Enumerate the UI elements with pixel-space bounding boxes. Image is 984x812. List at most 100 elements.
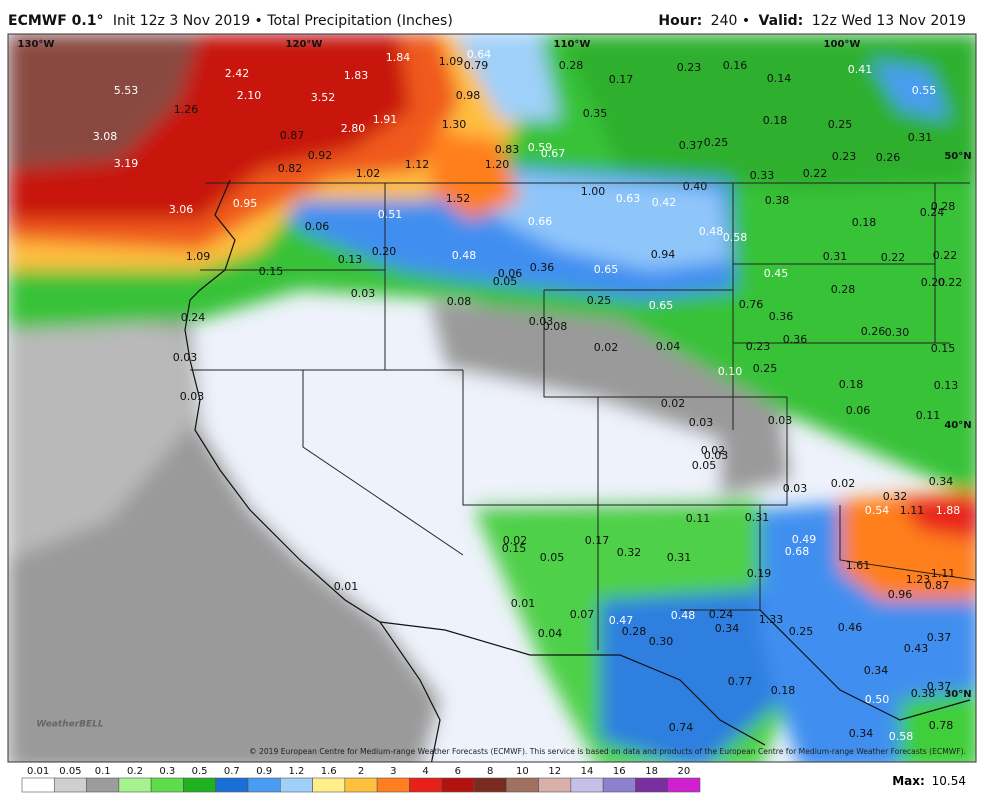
- political-borders: [184, 179, 976, 762]
- colorbar-tick-label: 2: [358, 766, 364, 777]
- colorbar-swatch: [312, 777, 346, 793]
- precip-value: 0.67: [541, 147, 566, 160]
- logo: WeatherBELL: [36, 720, 104, 730]
- colorbar-tick-label: 14: [581, 766, 594, 777]
- precip-value: 0.40: [683, 180, 708, 193]
- precip-value: 0.17: [585, 534, 610, 547]
- colorbar-swatch: [473, 777, 507, 793]
- precip-value: 1.91: [373, 113, 398, 126]
- grid-label: 40°N: [944, 420, 971, 431]
- precip-value: 0.87: [925, 579, 950, 592]
- precip-value: 0.14: [767, 72, 792, 85]
- precip-value: 0.65: [594, 263, 619, 276]
- precip-value: 0.05: [540, 551, 565, 564]
- precip-value: 0.28: [831, 283, 856, 296]
- precip-value: 0.08: [543, 320, 568, 333]
- precip-value: 3.52: [311, 91, 336, 104]
- precip-value: 0.23: [832, 150, 857, 163]
- colorbar-swatch: [279, 777, 313, 793]
- precip-field: [8, 34, 976, 762]
- precip-value: 0.54: [865, 504, 890, 517]
- colorbar-swatch: [344, 777, 378, 793]
- precip-value: 0.18: [852, 216, 877, 229]
- precip-value: 1.30: [442, 118, 467, 131]
- precip-value: 0.30: [885, 326, 910, 339]
- precip-value: 0.15: [931, 342, 956, 355]
- precip-value: 0.31: [745, 511, 770, 524]
- precip-value: 0.87: [280, 129, 305, 142]
- colorbar-swatch: [150, 777, 184, 793]
- value-labels: 1.84 1.090.640.79 0.280.170.23 0.160.140.41…: [93, 48, 963, 743]
- precip-value: 3.19: [114, 157, 139, 170]
- precip-value: 0.55: [912, 84, 937, 97]
- precip-value: 0.78: [929, 719, 954, 732]
- precip-value: 0.33: [750, 169, 775, 182]
- precip-value: 1.02: [356, 167, 381, 180]
- precip-value: 0.35: [583, 107, 608, 120]
- precip-value: 0.07: [570, 608, 595, 621]
- precip-value: 0.18: [771, 684, 796, 697]
- model: ECMWF 0.1°: [8, 13, 103, 29]
- precip-value: 0.31: [667, 551, 692, 564]
- colorbar-swatch: [118, 777, 152, 793]
- precip-value: 0.50: [865, 693, 890, 706]
- precip-value: 0.22: [803, 167, 828, 180]
- precip-value: 0.32: [617, 546, 642, 559]
- precip-value: 0.03: [689, 416, 714, 429]
- grid-label: 130°W: [18, 39, 55, 50]
- precip-value: 1.12: [405, 158, 430, 171]
- colorbar-swatch: [602, 777, 636, 793]
- precip-value: 0.03: [783, 482, 808, 495]
- precip-value: 1.88: [936, 504, 961, 517]
- precip-value: 0.82: [278, 162, 303, 175]
- colorbar-tick-label: 8: [487, 766, 493, 777]
- grid-label: 30°N: [944, 689, 971, 700]
- precip-value: 0.24: [181, 311, 206, 324]
- header-right: Hour: 240 • Valid: 12z Wed 13 Nov 2019: [658, 13, 966, 29]
- colorbar-swatch: [247, 777, 281, 793]
- valid-label: Valid:: [759, 13, 804, 29]
- precip-value: 0.36: [769, 310, 794, 323]
- precip-value: 0.05: [692, 459, 717, 472]
- precip-value: 0.98: [456, 89, 481, 102]
- precip-value: 1.83: [344, 69, 369, 82]
- map-frame: [7, 33, 977, 763]
- precip-value: 0.01: [334, 580, 359, 593]
- precip-value: 0.74: [669, 721, 694, 734]
- colorbar-tick-label: 12: [548, 766, 561, 777]
- colorbar-tick-label: 1.2: [288, 766, 304, 777]
- precip-value: 3.08: [93, 130, 118, 143]
- precip-value: 0.20: [372, 245, 397, 258]
- precip-value: 1.23: [906, 573, 931, 586]
- precip-value: 0.03: [351, 287, 376, 300]
- colorbar-tick-label: 20: [677, 766, 690, 777]
- precip-value: 0.22: [938, 276, 963, 289]
- precip-value: 0.79: [464, 59, 489, 72]
- colorbar-swatch: [86, 777, 120, 793]
- precip-value: 0.06: [498, 267, 523, 280]
- copyright: © 2019 European Centre for Medium-range …: [249, 747, 966, 756]
- colorbar-tick-label: 16: [613, 766, 626, 777]
- precip-value: 2.42: [225, 67, 250, 80]
- colorbar-tick-label: 6: [455, 766, 461, 777]
- precip-value: 0.19: [747, 567, 772, 580]
- precip-value: 0.28: [559, 59, 584, 72]
- colorbar-tick-label: 0.01: [27, 766, 49, 777]
- precip-value: 0.06: [305, 220, 330, 233]
- precip-value: 0.48: [452, 249, 477, 262]
- precip-value: 0.02: [503, 534, 528, 547]
- precip-value: 0.03: [180, 390, 205, 403]
- colorbar-swatch: [53, 777, 87, 793]
- precip-value: 1.84: [386, 51, 411, 64]
- precip-value: 0.95: [233, 197, 258, 210]
- precip-value: 0.08: [447, 295, 472, 308]
- valid-value: 12z Wed 13 Nov 2019: [812, 13, 966, 29]
- precip-value: 0.34: [929, 475, 954, 488]
- precip-value: 0.41: [848, 63, 873, 76]
- precip-value: 0.06: [846, 404, 871, 417]
- precip-value: 0.24: [920, 206, 945, 219]
- colorbar-tick-label: 0.1: [95, 766, 111, 777]
- max-label: Max:: [892, 774, 925, 788]
- description: Init 12z 3 Nov 2019 • Total Precipitatio…: [113, 13, 453, 29]
